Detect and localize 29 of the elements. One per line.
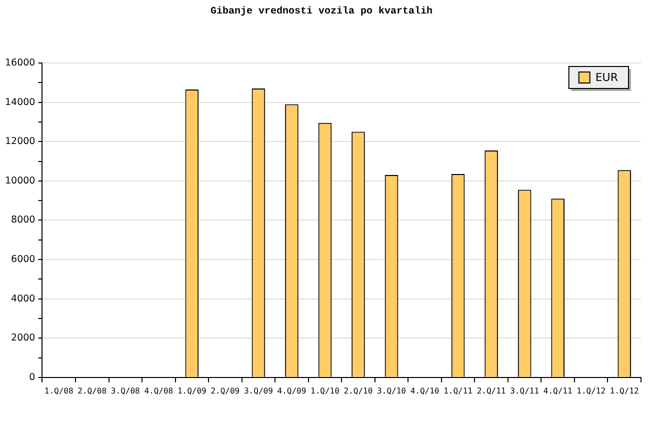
y-tick-label: 8000 [11,214,36,226]
y-tick-label: 10000 [4,175,36,186]
x-tick-label: 3.Q/09 [244,386,274,396]
x-tick-label: 3.Q/08 [110,386,140,396]
y-tick-label: 12000 [4,136,36,148]
x-tick-label: 2.Q/10 [344,386,373,396]
x-tick-label: 4.Q/11 [543,386,572,396]
chart-title: Gibanje vrednosti vozila po kvartalih [210,6,433,18]
legend-label: EUR [595,70,618,84]
x-tick-label: 1.Q/12 [610,386,639,396]
x-tick-label: 1.Q/08 [44,386,74,396]
y-tick-label: 0 [29,372,36,383]
x-tick-label: 4.Q/08 [144,386,174,396]
y-tick-label: 14000 [4,96,36,108]
x-tick-label: 3.Q/11 [510,386,540,396]
x-tick-label: 1.Q/12 [576,386,606,396]
x-tick-label: 4.Q/10 [410,386,440,396]
x-tick-label: 2.Q/08 [78,386,107,396]
x-tick-label: 2.Q/09 [210,386,240,396]
y-tick-label: 16000 [4,57,36,68]
x-tick-label: 4.Q/09 [277,386,306,396]
x-tick-label: 2.Q/11 [476,386,506,396]
x-tick-label: 1.Q/09 [177,386,207,396]
y-tick-label: 4000 [11,293,36,304]
y-tick-label: 6000 [11,254,36,265]
x-tick-label: 1.Q/10 [310,386,340,396]
y-tick-label: 2000 [11,332,36,344]
x-tick-label: 1.Q/11 [444,386,473,396]
x-tick-label: 3.Q/10 [377,386,406,396]
